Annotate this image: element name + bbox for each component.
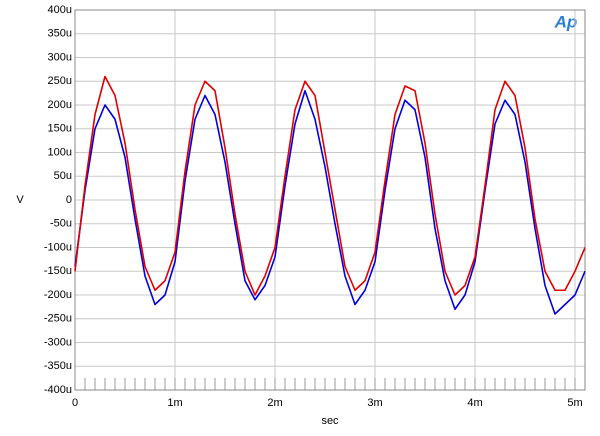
- y-tick-label: -400u: [44, 384, 72, 396]
- y-axis-label: V: [16, 194, 24, 206]
- logo: Ap: [554, 12, 578, 31]
- y-tick-label: 50u: [54, 170, 72, 182]
- y-tick-label: 400u: [48, 4, 72, 16]
- series-line: [74, 89, 586, 315]
- x-tick-label: 5m: [567, 397, 582, 409]
- y-tick-label: -200u: [44, 289, 72, 301]
- y-tick-label: -350u: [44, 360, 72, 372]
- y-tick-label: -50u: [50, 218, 72, 230]
- y-tick-label: -150u: [44, 265, 72, 277]
- x-tick-label: 0: [72, 397, 78, 409]
- x-axis-label: sec: [321, 415, 339, 427]
- y-tick-label: 250u: [48, 75, 72, 87]
- x-tick-label: 3m: [367, 397, 382, 409]
- plot-frame: [74, 9, 586, 391]
- y-tick-label: 150u: [48, 123, 72, 135]
- y-tick-label: 200u: [48, 99, 72, 111]
- y-tick-label: 100u: [48, 146, 72, 158]
- x-tick-label: 2m: [267, 397, 282, 409]
- y-tick-label: 350u: [48, 28, 72, 40]
- y-tick-label: -100u: [44, 241, 72, 253]
- x-tick-label: 1m: [167, 397, 182, 409]
- y-tick-label: -250u: [44, 313, 72, 325]
- series-line: [74, 75, 586, 296]
- y-tick-label: 300u: [48, 51, 72, 63]
- y-tick-label: -300u: [44, 336, 72, 348]
- y-tick-label: 0: [66, 194, 72, 206]
- x-tick-label: 4m: [467, 397, 482, 409]
